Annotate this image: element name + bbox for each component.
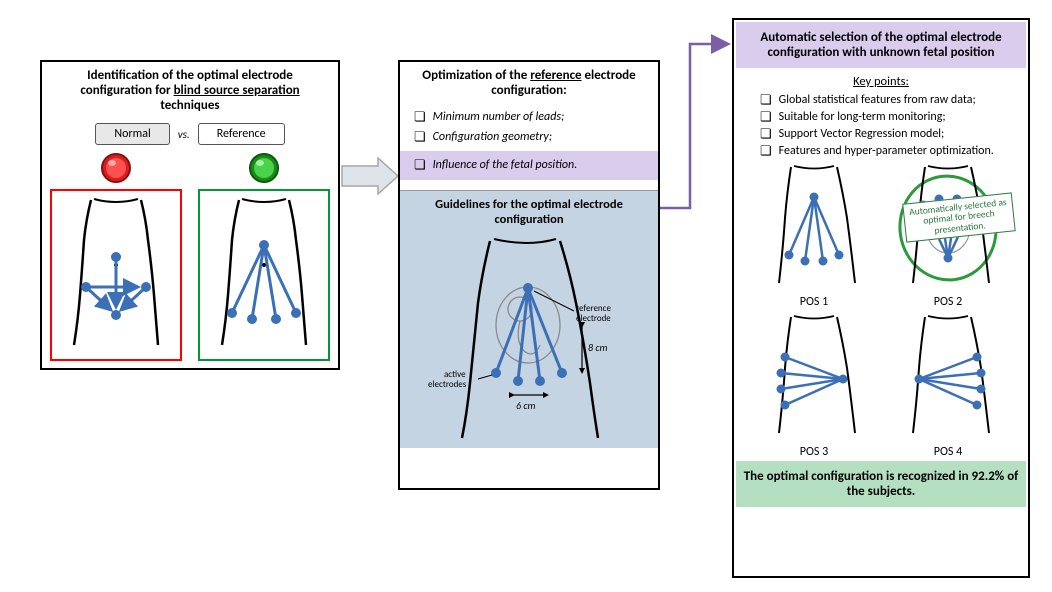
panel-identification: Identification of the optimal electrode … — [40, 60, 340, 370]
button-row: Normal vs. Reference — [42, 123, 338, 145]
arrow-purple-icon — [656, 30, 736, 214]
panel-optimization: Optimization of the reference electrode … — [398, 60, 660, 490]
panel-automatic: Automatic selection of the optimal elect… — [732, 18, 1030, 578]
torso-reference-svg — [204, 195, 324, 350]
list-item-label: Features and hyper-parameter optimizatio… — [779, 144, 994, 158]
panel2-title: Optimization of the reference electrode … — [400, 62, 658, 104]
keypoints-title: Key points: — [734, 74, 1028, 89]
reference-button[interactable]: Reference — [198, 123, 285, 145]
p1-title-u: blind source separation — [174, 83, 300, 98]
pos3-cell: POS 3 — [752, 313, 876, 459]
torso-row — [42, 189, 338, 361]
vs-text: vs. — [178, 128, 190, 141]
dim-h-label: 6 cm — [516, 399, 535, 412]
pos3-svg — [759, 313, 869, 438]
guidelines-title: Guidelines for the optimal electrode con… — [400, 191, 658, 233]
arrow-gray-icon — [340, 156, 400, 196]
pos4-cell: POS 4 — [886, 313, 1010, 459]
list-item-highlight: Influence of the fetal position. — [414, 158, 658, 173]
svg-text:electrode: electrode — [576, 313, 611, 324]
guidelines-area: Guidelines for the optimal electrode con… — [400, 190, 658, 448]
highlight-fetal-row: Influence of the fetal position. — [400, 151, 658, 180]
guidelines-torso-svg: active electrodes reference electrode 8 … — [400, 233, 658, 443]
list-item: Global statistical features from raw dat… — [760, 93, 1014, 108]
panel3-header: Automatic selection of the optimal elect… — [736, 22, 1026, 68]
keypoints-list: Global statistical features from raw dat… — [734, 93, 1028, 159]
list-item-label: Minimum number of leads; — [433, 110, 565, 124]
pos1-label: POS 1 — [752, 295, 876, 309]
list-item-label: Global statistical features from raw dat… — [779, 93, 976, 107]
list-item: Features and hyper-parameter optimizatio… — [760, 144, 1014, 159]
pos4-svg — [893, 313, 1003, 438]
list-item-label: Influence of the fetal position. — [433, 158, 578, 172]
list-item: Support Vector Regression model; — [760, 127, 1014, 142]
list-item-label: Support Vector Regression model; — [779, 127, 945, 141]
panel1-title: Identification of the optimal electrode … — [42, 62, 338, 119]
p2-title-u: reference — [530, 68, 581, 83]
list-item: Suitable for long-term monitoring; — [760, 110, 1014, 125]
optimization-list: Minimum number of leads; Configuration g… — [400, 110, 658, 145]
torso-normal-svg — [56, 195, 176, 350]
svg-text:electrodes: electrodes — [428, 379, 467, 390]
normal-button[interactable]: Normal — [95, 123, 169, 145]
pos4-label: POS 4 — [886, 445, 1010, 459]
result-bar: The optimal configuration is recognized … — [736, 461, 1026, 507]
pos1-svg — [759, 163, 869, 288]
reference-torso-box — [198, 189, 330, 361]
icon-row — [42, 151, 338, 185]
dim-v-label: 8 cm — [588, 341, 607, 354]
list-item-label: Configuration geometry; — [433, 130, 552, 144]
normal-torso-box — [50, 189, 182, 361]
thumbs-up-icon — [247, 151, 281, 185]
pos3-label: POS 3 — [752, 445, 876, 459]
p2-title-pre: Optimization of the — [422, 68, 530, 83]
list-item: Minimum number of leads; — [414, 110, 644, 125]
pos1-cell: POS 1 — [752, 163, 876, 309]
pos2-label: POS 2 — [886, 295, 1010, 309]
thumbs-down-icon — [99, 151, 133, 185]
list-item: Configuration geometry; — [414, 130, 644, 145]
list-item-label: Suitable for long-term monitoring; — [779, 110, 946, 124]
p1-title-post: techniques — [160, 98, 219, 113]
